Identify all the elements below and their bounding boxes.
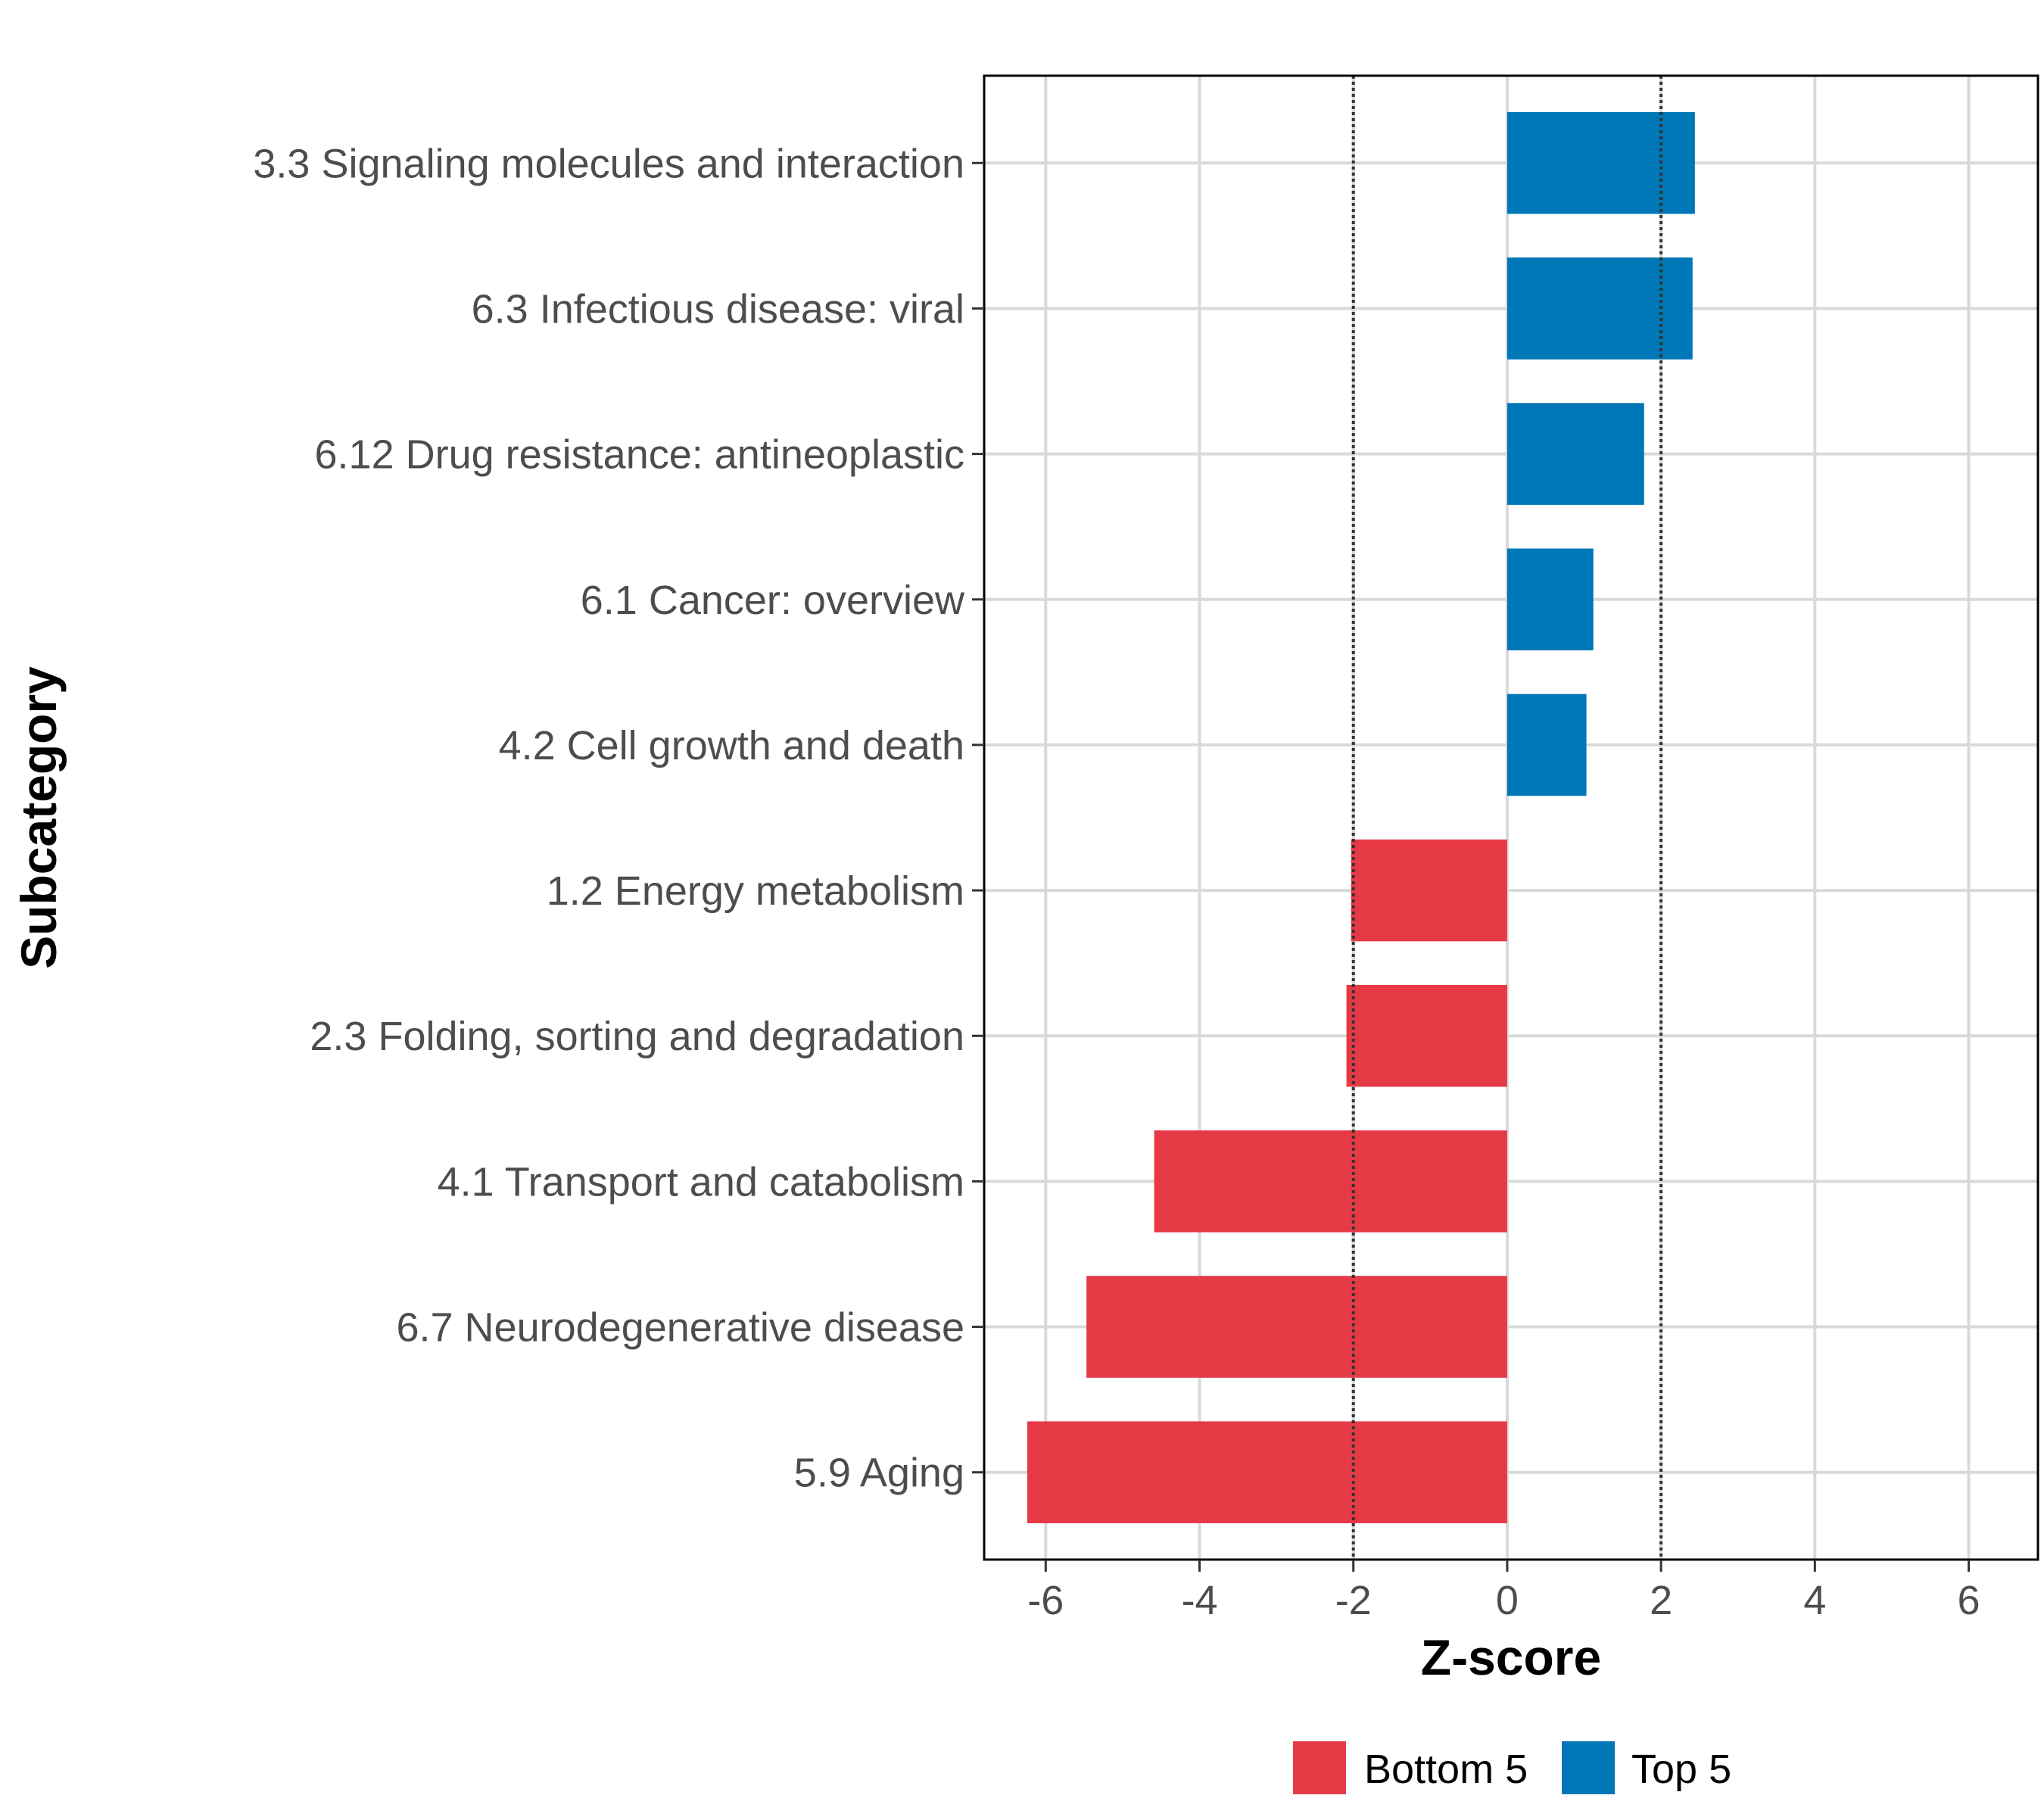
- y-tick-label-6-3-infectious-disease-viral: 6.3 Infectious disease: viral: [472, 286, 964, 332]
- x-axis: -6 -4 -2 0 2 4 6: [1027, 1560, 1980, 1623]
- y-tick-label-4-2-cell-growth-and-death: 4.2 Cell growth and death: [499, 723, 964, 768]
- bar-4-2-cell-growth-and-death: [1507, 693, 1587, 796]
- x-tick-label-0: -6: [1027, 1578, 1064, 1623]
- plot-panel-border: [983, 74, 2039, 1561]
- y-tick-label-6-12-drug-resistance-antineoplastic: 6.12 Drug resistance: antineoplastic: [315, 432, 965, 478]
- x-tick-label-3: 0: [1496, 1578, 1519, 1623]
- x-tick-label-1: -4: [1181, 1578, 1217, 1623]
- x-tick-label-4: 2: [1650, 1578, 1672, 1623]
- y-tick-label-6-7-neurodegenerative-disease: 6.7 Neurodegenerative disease: [396, 1305, 964, 1351]
- bar-6-12-drug-resistance-antineoplastic: [1507, 403, 1644, 505]
- y-tick-label-2-3-folding-sorting-and-degradation: 2.3 Folding, sorting and degradation: [310, 1014, 964, 1059]
- x-axis-title: Z-score: [1421, 1629, 1601, 1685]
- y-tick-label-1-2-energy-metabolism: 1.2 Energy metabolism: [547, 868, 964, 914]
- reference-lines: [1351, 76, 1663, 1560]
- y-tick-label-5-9-aging: 5.9 Aging: [794, 1451, 964, 1496]
- y-tick-label-3-3-signaling-molecules-and-interaction: 3.3 Signaling molecules and interaction: [253, 141, 964, 186]
- legend-label-top-5: Top 5: [1631, 1747, 1731, 1792]
- bar-6-7-neurodegenerative-disease: [1086, 1276, 1507, 1378]
- bar-5-9-aging: [1027, 1421, 1507, 1523]
- bar-6-1-cancer-overview: [1507, 548, 1594, 651]
- x-tick-label-5: 4: [1803, 1578, 1826, 1623]
- bar-3-3-signaling-molecules-and-interaction: [1507, 112, 1695, 214]
- y-tick-label-6-1-cancer-overview: 6.1 Cancer: overview: [581, 578, 965, 623]
- x-tick-label-2: -2: [1335, 1578, 1372, 1623]
- legend-key-bottom-5: [1293, 1741, 1346, 1794]
- bars: [1027, 112, 1695, 1523]
- y-axis-title: Subcategory: [11, 666, 67, 969]
- legend: Bottom 5 Top 5: [1293, 1741, 1731, 1794]
- y-tick-label-4-1-transport-and-catabolism: 4.1 Transport and catabolism: [438, 1159, 964, 1205]
- y-axis: 3.3 Signaling molecules and interaction 6…: [253, 141, 984, 1496]
- bar-6-3-infectious-disease-viral: [1507, 257, 1693, 360]
- bar-1-2-energy-metabolism: [1351, 839, 1507, 942]
- bar-2-3-folding-sorting-and-degradation: [1346, 984, 1507, 1087]
- legend-label-bottom-5: Bottom 5: [1364, 1747, 1528, 1792]
- bar-4-1-transport-and-catabolism: [1154, 1130, 1507, 1233]
- legend-key-top-5: [1562, 1741, 1615, 1794]
- x-tick-label-6: 6: [1958, 1578, 1980, 1623]
